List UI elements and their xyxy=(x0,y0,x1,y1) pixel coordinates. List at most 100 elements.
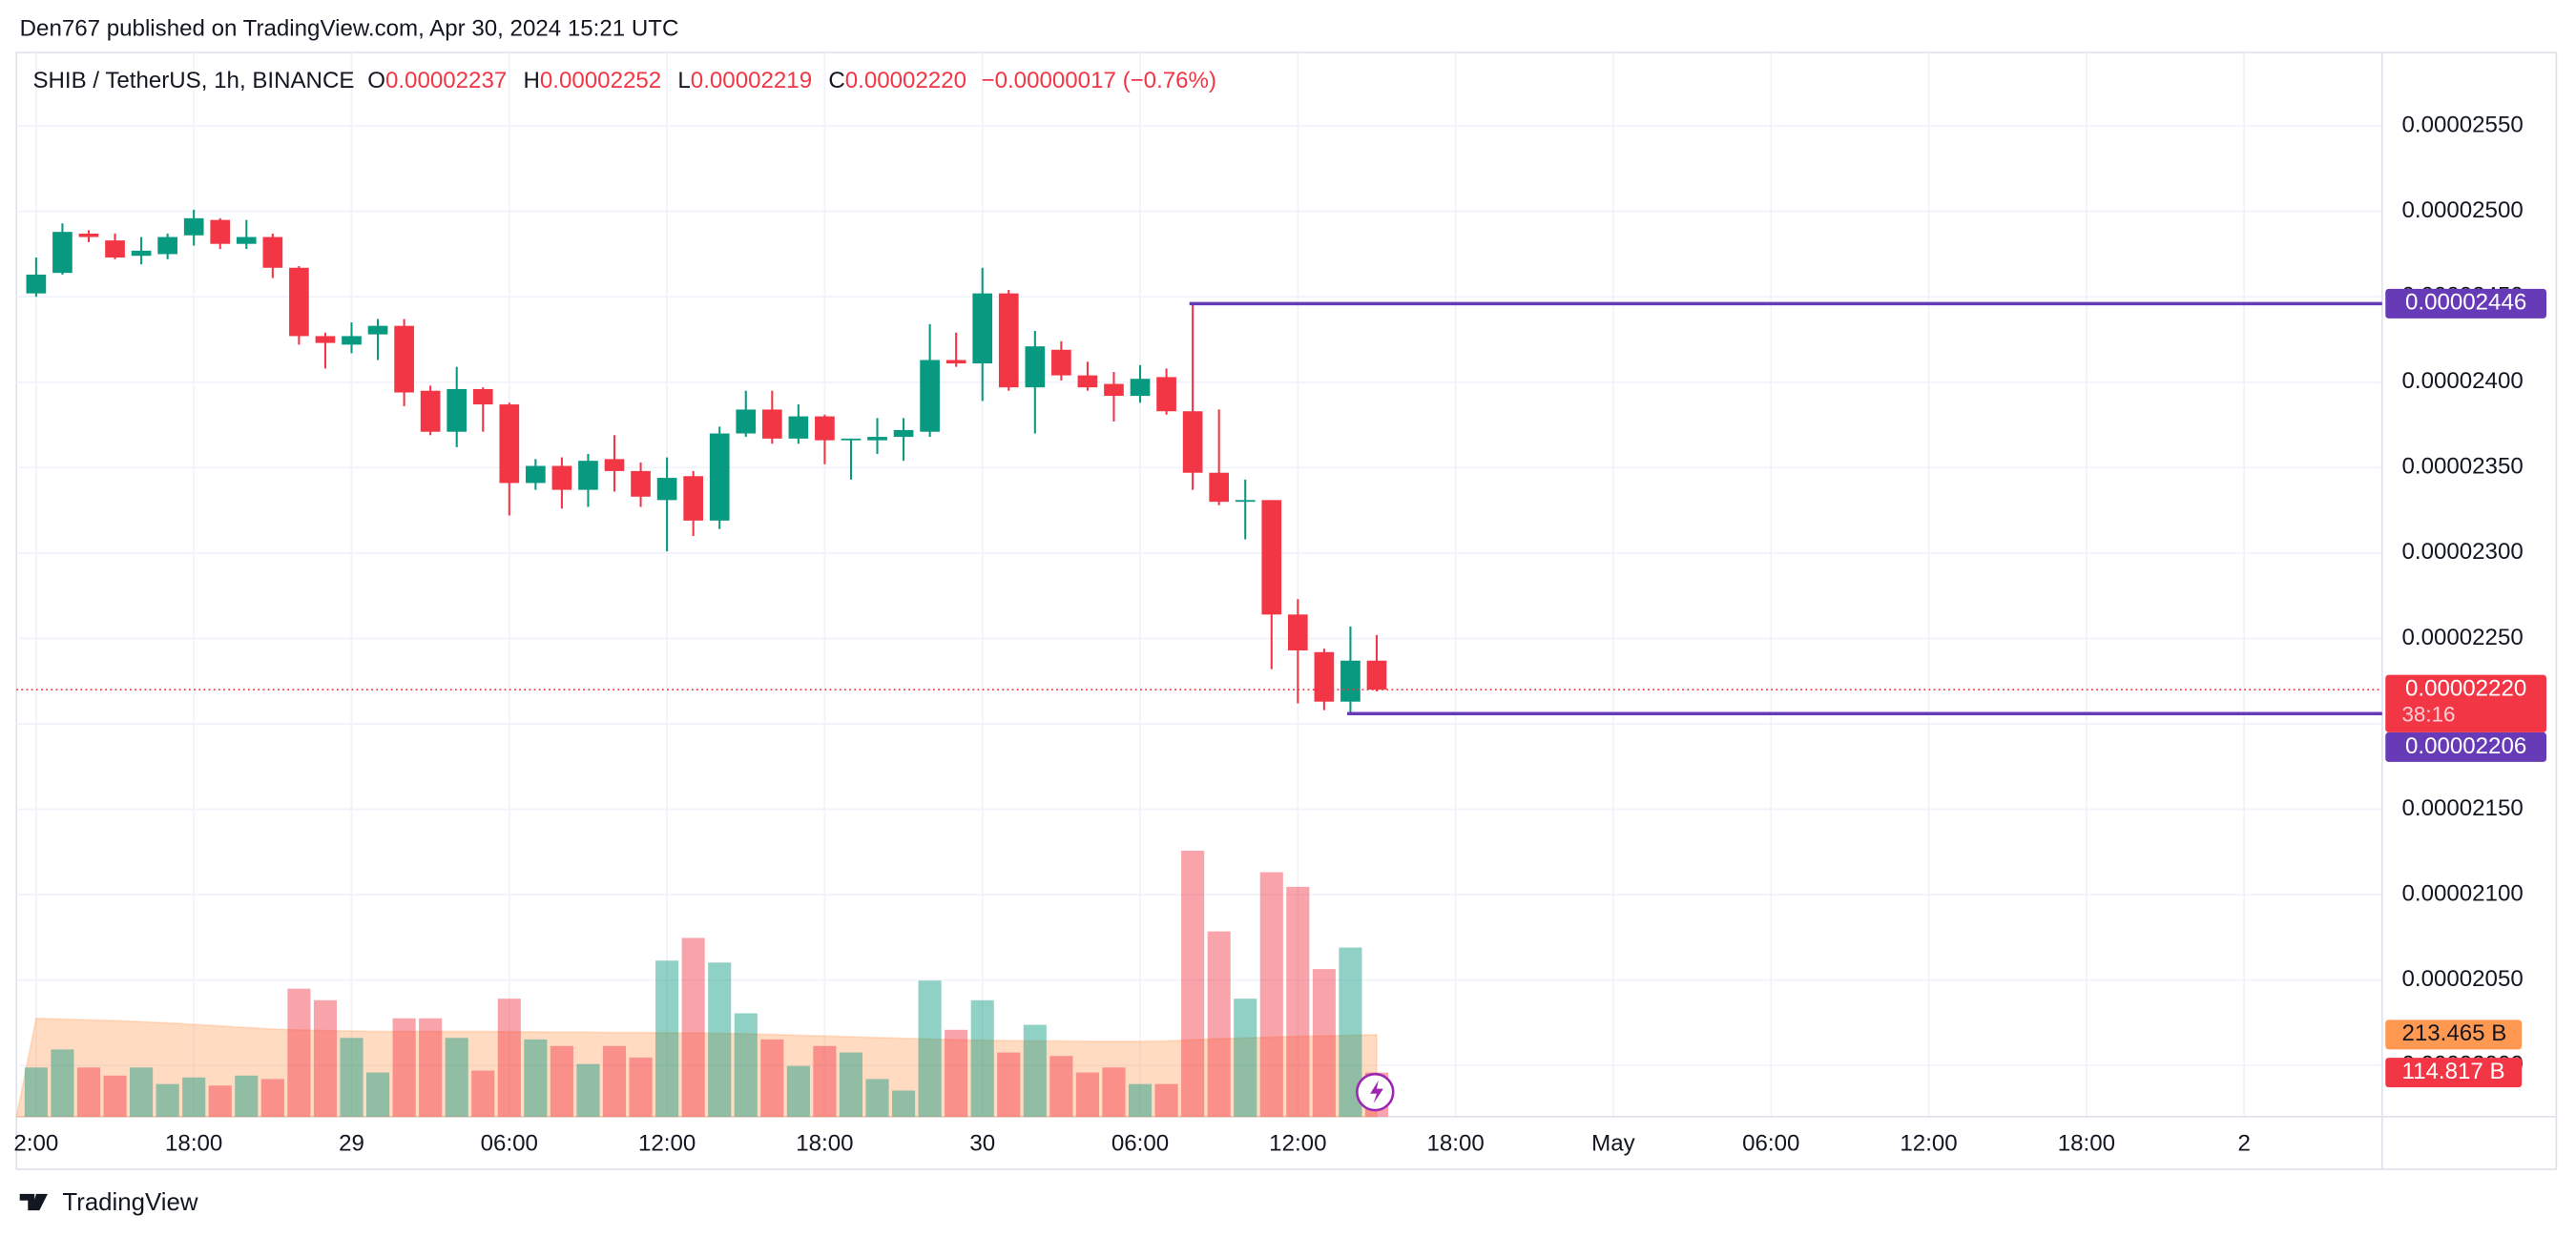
volume-bar xyxy=(235,1075,259,1117)
candle-body xyxy=(1104,383,1124,397)
volume-bar xyxy=(260,1079,284,1117)
candle-body xyxy=(841,438,862,441)
x-tick-label: 06:00 xyxy=(481,1131,538,1157)
volume-badge xyxy=(2385,1058,2523,1088)
candle-body xyxy=(262,237,283,268)
countdown-label: 38:16 xyxy=(2401,703,2455,727)
volume-bar xyxy=(1207,931,1231,1117)
x-tick-label: 12:00 xyxy=(1269,1131,1326,1157)
volume-bar xyxy=(365,1072,390,1117)
y-tick-label: 0.00002250 xyxy=(2401,625,2523,650)
volume-ma-badge xyxy=(2385,1020,2523,1050)
volume-bar xyxy=(1312,969,1336,1117)
x-tick-label: 12:00 xyxy=(638,1131,696,1157)
x-tick-label: 06:00 xyxy=(1111,1131,1169,1157)
ohlc-value: 0.00002219 xyxy=(691,68,812,93)
candle-body xyxy=(394,325,414,393)
volume-bar xyxy=(340,1038,364,1117)
x-tick-label: 18:00 xyxy=(165,1131,222,1157)
candle-body xyxy=(52,232,73,274)
volume-bar xyxy=(1154,1083,1178,1117)
candle-body xyxy=(867,437,887,441)
volume-bar xyxy=(865,1079,889,1117)
change-value: −0.00000017 (−0.76%) xyxy=(982,68,1217,93)
price-badge xyxy=(2385,288,2547,319)
volume-bar xyxy=(550,1045,573,1117)
candle-body xyxy=(315,336,336,343)
volume-bar xyxy=(786,1065,810,1117)
volume-bar xyxy=(918,980,942,1117)
volume-bar xyxy=(945,1029,968,1117)
volume-bar xyxy=(629,1057,653,1117)
candle-body xyxy=(893,429,914,438)
y-tick-label: 0.00002300 xyxy=(2401,539,2523,565)
price-badge xyxy=(2385,731,2547,762)
attribution: Den767 published on TradingView.com, Apr… xyxy=(20,15,679,41)
x-tick-label: 29 xyxy=(339,1131,364,1157)
candle-body xyxy=(683,476,703,521)
volume-ma-area xyxy=(15,1017,1378,1118)
candle-body xyxy=(367,325,388,335)
volume-bar xyxy=(524,1039,548,1117)
chart-frame xyxy=(15,52,2558,1170)
candle-body xyxy=(157,237,177,255)
candle-body xyxy=(1209,472,1230,503)
x-tick-label: 2 xyxy=(2237,1131,2250,1157)
volume-bar xyxy=(76,1067,101,1117)
volume-bar xyxy=(1286,886,1310,1117)
volume-bar xyxy=(892,1090,916,1117)
candle-body xyxy=(1340,660,1361,702)
candle-body xyxy=(420,390,441,432)
volume-bar xyxy=(287,988,311,1117)
volume-bar xyxy=(1259,872,1283,1117)
volume-bar xyxy=(760,1039,784,1117)
volume-bar xyxy=(103,1075,127,1117)
candle-body xyxy=(709,433,730,521)
y-tick-label: 0.00002400 xyxy=(2401,368,2523,394)
y-tick-label: 0.00002550 xyxy=(2401,112,2523,137)
candle-body xyxy=(131,250,152,257)
y-tick-label: 0.00002500 xyxy=(2401,197,2523,223)
x-tick-label: 18:00 xyxy=(2058,1131,2115,1157)
volume-bar xyxy=(997,1052,1021,1117)
candle-body xyxy=(342,336,362,345)
candle-body xyxy=(736,409,757,434)
volume-bar xyxy=(708,962,732,1117)
candle-body xyxy=(499,404,520,484)
volume-bar xyxy=(813,1045,837,1117)
volume-bar xyxy=(445,1038,468,1117)
candle-body xyxy=(105,240,125,258)
volume-label: 114.817 B xyxy=(2401,1059,2504,1084)
candle-body xyxy=(656,478,677,501)
volume-bar xyxy=(1049,1056,1073,1117)
candle-body xyxy=(788,416,809,439)
ohlc-value: 0.00002237 xyxy=(385,68,507,93)
volume-bar xyxy=(313,999,337,1117)
y-tick-label: 0.00002350 xyxy=(2401,454,2523,480)
y-tick-label: 0.00002150 xyxy=(2401,795,2523,821)
candle-body xyxy=(236,237,257,244)
candle-body xyxy=(1130,379,1151,397)
volume-bar xyxy=(182,1077,206,1117)
candle-body xyxy=(1288,614,1308,650)
ohlc-key: C xyxy=(828,68,844,93)
price-badge-label: 0.00002446 xyxy=(2405,290,2526,316)
candle-body xyxy=(1314,651,1335,702)
candle-body xyxy=(551,465,572,490)
ohlc-value: 0.00002252 xyxy=(540,68,661,93)
volume-bar xyxy=(130,1067,154,1117)
candle-body xyxy=(815,416,835,441)
candle-body xyxy=(1261,500,1282,615)
candle-body xyxy=(604,459,625,471)
x-tick-label: 06:00 xyxy=(1742,1131,1799,1157)
x-tick-label: 18:00 xyxy=(796,1131,853,1157)
volume-bar xyxy=(1102,1067,1126,1117)
candle-body xyxy=(920,360,940,432)
ohlc-key: L xyxy=(677,68,690,93)
volume-bar xyxy=(576,1063,600,1117)
volume-bar xyxy=(1181,850,1205,1117)
volume-bar xyxy=(655,960,679,1117)
x-tick-label: 30 xyxy=(969,1131,995,1157)
